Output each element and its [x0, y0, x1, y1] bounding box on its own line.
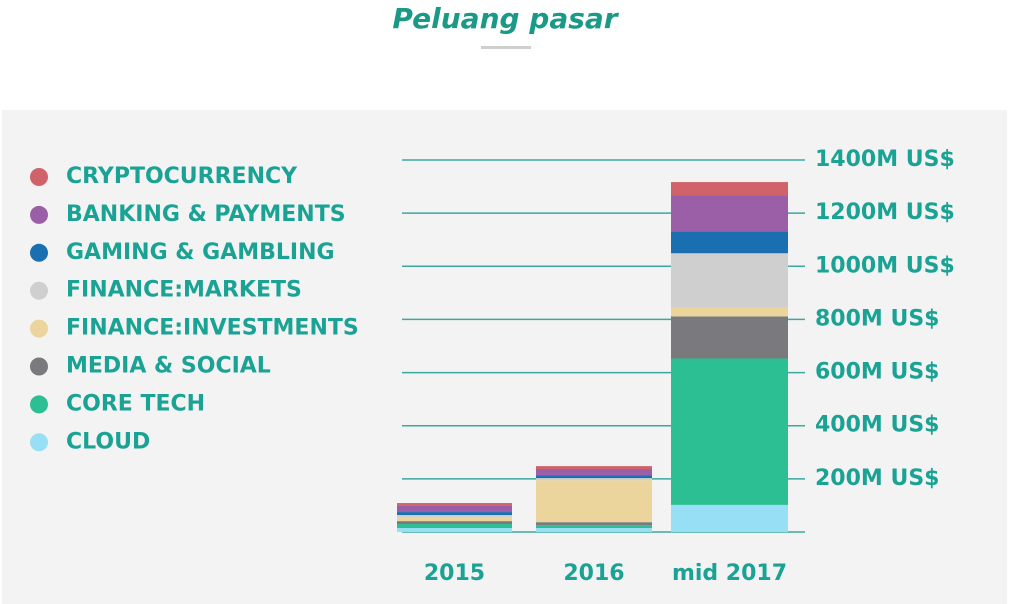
legend-label: FINANCE:MARKETS — [66, 278, 302, 303]
legend-label: CRYPTOCURRENCY — [66, 164, 298, 189]
y-tick-label: 1200M US$ — [815, 200, 955, 225]
bar-segment — [671, 504, 788, 532]
legend-marker — [30, 395, 48, 414]
legend-marker — [30, 281, 48, 300]
bar-segment — [536, 478, 652, 481]
page-title: Peluang pasar — [392, 2, 619, 35]
bar-segment — [397, 503, 512, 506]
bar-segment — [536, 466, 652, 470]
legend-label: GAMING & GAMBLING — [66, 240, 335, 265]
bar-segment — [536, 480, 652, 523]
legend-marker — [30, 357, 48, 376]
bar-segment — [397, 512, 512, 515]
bar-segment — [671, 182, 788, 196]
legend-marker — [30, 319, 48, 338]
x-tick-label: 2016 — [563, 561, 624, 586]
legend-label: MEDIA & SOCIAL — [66, 354, 271, 379]
legend-label: CLOUD — [66, 429, 150, 454]
bar-segment — [671, 195, 788, 232]
y-tick-label: 1400M US$ — [815, 147, 955, 172]
bar-segment — [671, 231, 788, 254]
bar-segment — [536, 525, 652, 529]
bar-segment — [397, 505, 512, 513]
legend-marker — [30, 205, 48, 224]
bar-segment — [397, 517, 512, 522]
y-tick-label: 800M US$ — [815, 306, 940, 331]
bar-segment — [671, 316, 788, 359]
legend-marker — [30, 168, 48, 186]
bar-segment — [397, 521, 512, 525]
bar-segment — [397, 524, 512, 529]
legend-label: CORE TECH — [66, 391, 205, 416]
legend-label: FINANCE:INVESTMENTS — [66, 316, 359, 341]
y-tick-label: 1000M US$ — [815, 253, 955, 278]
bar-segment — [536, 522, 652, 526]
legend-marker — [30, 243, 48, 262]
x-tick-label: 2015 — [424, 561, 485, 586]
bar-segment — [536, 469, 652, 476]
bar-segment — [397, 528, 512, 532]
legend-label: BANKING & PAYMENTS — [66, 202, 346, 227]
bar-segment — [671, 358, 788, 505]
y-tick-label: 200M US$ — [815, 466, 940, 491]
bar-segment — [671, 307, 788, 317]
y-tick-label: 600M US$ — [815, 360, 940, 385]
y-tick-label: 400M US$ — [815, 413, 940, 438]
bar-segment — [536, 475, 652, 479]
bar-segment — [671, 253, 788, 308]
bar-segment — [536, 528, 652, 532]
legend-marker — [30, 433, 48, 452]
x-tick-label: mid 2017 — [672, 561, 787, 586]
title-underline — [481, 46, 531, 49]
bar-segment — [397, 514, 512, 518]
